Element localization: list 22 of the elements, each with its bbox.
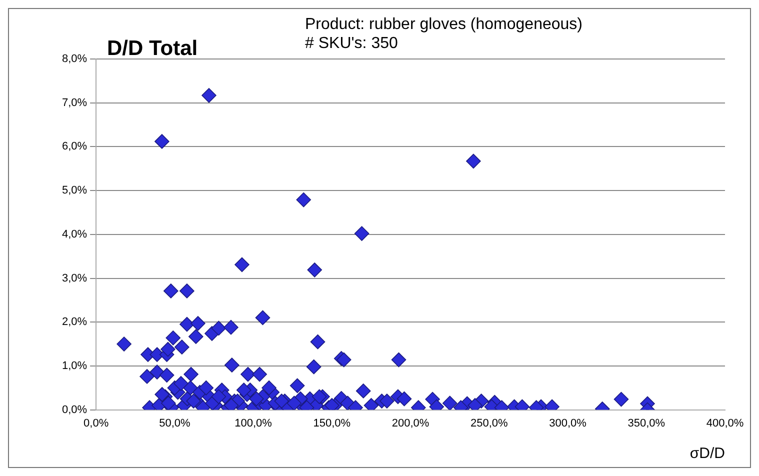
y-tick-label: 2,0%	[62, 316, 88, 328]
text: # SKU's: 350	[305, 34, 399, 53]
x-tick-label: 150,0%	[313, 417, 351, 430]
x-tick-label: 300,0%	[549, 417, 587, 430]
text: Product: rubber gloves (homogeneous)	[305, 15, 582, 34]
x-tick-label: 0,0%	[84, 417, 109, 430]
y-tick-label: 7,0%	[62, 96, 88, 109]
x-tick-label: 250,0%	[470, 417, 508, 430]
x-tick-label: 50,0%	[159, 417, 190, 430]
x-tick-label: 200,0%	[392, 417, 430, 430]
x-tick-label: 100,0%	[234, 417, 272, 430]
y-tick-label: 3,0%	[62, 272, 88, 284]
y-tick-label: 0,0%	[62, 404, 88, 416]
y-tick-label: 4,0%	[62, 228, 88, 240]
y-tick-label: 5,0%	[62, 184, 88, 197]
y-tick-label: 8,0%	[62, 53, 88, 66]
x-tick-label: 400,0%	[706, 417, 744, 430]
y-tick-label: 6,0%	[62, 140, 88, 153]
x-tick-label: 350,0%	[628, 417, 666, 430]
chart-title: D/D Total	[107, 37, 198, 61]
y-tick-label: 1,0%	[62, 360, 88, 372]
x-axis-title: σD/D	[690, 445, 726, 462]
